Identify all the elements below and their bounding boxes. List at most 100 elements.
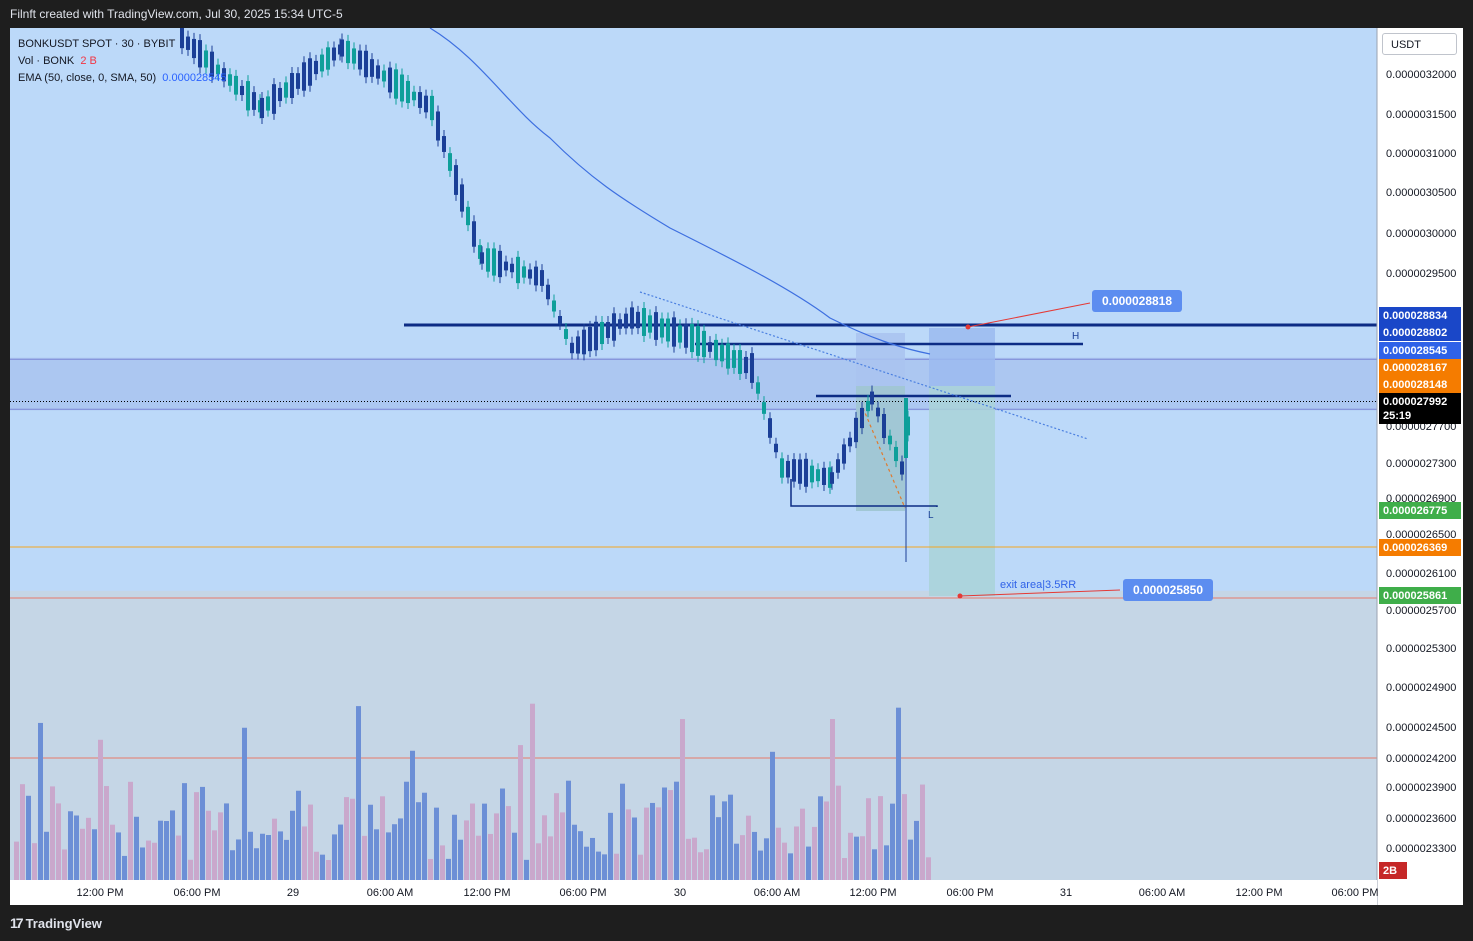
candle[interactable] bbox=[612, 313, 616, 341]
candle[interactable] bbox=[642, 308, 646, 336]
candle[interactable] bbox=[332, 47, 336, 61]
legend-ema[interactable]: EMA (50, close, 0, SMA, 50) 0.000028545 bbox=[18, 70, 227, 87]
tradingview-logo[interactable]: 17 TradingView bbox=[10, 915, 102, 931]
price-badge-ema[interactable] bbox=[1379, 342, 1461, 359]
candle[interactable] bbox=[278, 87, 282, 102]
candle[interactable] bbox=[364, 50, 368, 78]
target-bottom-label-box[interactable] bbox=[1123, 579, 1213, 601]
price-badge-green[interactable] bbox=[1379, 587, 1461, 604]
candle[interactable] bbox=[720, 344, 724, 362]
price-badge-current[interactable] bbox=[1379, 393, 1461, 410]
target-top-label-box[interactable] bbox=[1092, 290, 1182, 312]
stop-box[interactable] bbox=[929, 328, 995, 386]
candle[interactable] bbox=[480, 252, 484, 264]
candle[interactable] bbox=[234, 75, 238, 95]
candle[interactable] bbox=[810, 465, 814, 483]
candle[interactable] bbox=[636, 311, 640, 329]
candle[interactable] bbox=[756, 382, 760, 394]
candle[interactable] bbox=[666, 318, 670, 342]
candle[interactable] bbox=[842, 444, 846, 464]
candle[interactable] bbox=[346, 40, 350, 64]
candle[interactable] bbox=[630, 307, 634, 329]
candle[interactable] bbox=[540, 270, 544, 286]
candle[interactable] bbox=[684, 324, 688, 348]
candle[interactable] bbox=[570, 342, 574, 354]
time-axis[interactable] bbox=[10, 880, 1377, 905]
candle[interactable] bbox=[528, 269, 532, 279]
candle[interactable] bbox=[714, 339, 718, 361]
candle[interactable] bbox=[702, 330, 706, 358]
candle[interactable] bbox=[552, 300, 556, 312]
candle[interactable] bbox=[370, 59, 374, 77]
price-badge-volume[interactable] bbox=[1379, 862, 1407, 879]
candle[interactable] bbox=[352, 48, 356, 64]
candle[interactable] bbox=[558, 315, 562, 325]
candle[interactable] bbox=[624, 313, 628, 329]
candle[interactable] bbox=[564, 329, 568, 339]
price-badge-countdown[interactable] bbox=[1379, 407, 1461, 424]
resistance-zone[interactable] bbox=[10, 357, 1377, 411]
candle[interactable] bbox=[498, 250, 502, 278]
candle[interactable] bbox=[314, 60, 318, 75]
candle[interactable] bbox=[780, 458, 784, 478]
candle[interactable] bbox=[376, 65, 380, 79]
currency-selector[interactable]: USDT bbox=[1382, 33, 1457, 55]
candle[interactable] bbox=[830, 472, 834, 484]
candle[interactable] bbox=[882, 413, 886, 439]
candle[interactable] bbox=[302, 62, 306, 91]
candle[interactable] bbox=[888, 435, 892, 445]
candle[interactable] bbox=[400, 74, 404, 102]
candle[interactable] bbox=[582, 329, 586, 355]
candle[interactable] bbox=[866, 400, 870, 412]
candle[interactable] bbox=[448, 153, 452, 171]
candle[interactable] bbox=[466, 206, 470, 226]
candle[interactable] bbox=[848, 437, 852, 447]
candle[interactable] bbox=[618, 319, 622, 329]
candle[interactable] bbox=[546, 284, 550, 300]
candle[interactable] bbox=[876, 407, 880, 417]
candle[interactable] bbox=[768, 418, 772, 438]
candle[interactable] bbox=[822, 467, 826, 485]
candle[interactable] bbox=[192, 38, 196, 59]
candle[interactable] bbox=[388, 67, 392, 93]
legend-symbol[interactable]: BONKUSDT SPOT · 30 · BYBIT bbox=[18, 36, 227, 53]
candle[interactable] bbox=[180, 28, 184, 49]
candle[interactable] bbox=[296, 73, 300, 89]
candle[interactable] bbox=[738, 350, 742, 374]
price-badge-green[interactable] bbox=[1379, 502, 1461, 519]
candle[interactable] bbox=[750, 353, 754, 383]
candle[interactable] bbox=[478, 245, 482, 259]
candle[interactable] bbox=[290, 72, 294, 99]
candle[interactable] bbox=[708, 342, 712, 352]
candle[interactable] bbox=[576, 336, 580, 354]
candle[interactable] bbox=[430, 95, 434, 121]
candle[interactable] bbox=[798, 459, 802, 484]
candle[interactable] bbox=[406, 80, 410, 104]
candle[interactable] bbox=[516, 256, 520, 284]
price-badge-orange[interactable] bbox=[1379, 539, 1461, 556]
candle[interactable] bbox=[786, 460, 790, 478]
candle[interactable] bbox=[492, 248, 496, 276]
candle[interactable] bbox=[394, 69, 398, 99]
trend-line[interactable] bbox=[639, 291, 1089, 440]
candle[interactable] bbox=[522, 266, 526, 278]
candle[interactable] bbox=[198, 40, 202, 68]
low-bracket[interactable] bbox=[790, 479, 938, 507]
candle[interactable] bbox=[308, 58, 312, 86]
candle[interactable] bbox=[340, 39, 344, 57]
candle[interactable] bbox=[606, 322, 610, 338]
price-badge-orange[interactable] bbox=[1379, 376, 1461, 393]
candle[interactable] bbox=[894, 446, 898, 462]
legend-volume[interactable]: Vol · BONK 2 B bbox=[18, 53, 227, 70]
candle[interactable] bbox=[870, 391, 874, 405]
candle[interactable] bbox=[860, 407, 864, 429]
candle[interactable] bbox=[510, 263, 514, 273]
candle[interactable] bbox=[836, 459, 840, 473]
candle[interactable] bbox=[534, 266, 538, 286]
candle[interactable] bbox=[726, 343, 730, 369]
candle[interactable] bbox=[222, 68, 226, 82]
candle[interactable] bbox=[210, 51, 214, 77]
candle[interactable] bbox=[762, 402, 766, 414]
candle[interactable] bbox=[654, 312, 658, 340]
candle[interactable] bbox=[690, 323, 694, 353]
